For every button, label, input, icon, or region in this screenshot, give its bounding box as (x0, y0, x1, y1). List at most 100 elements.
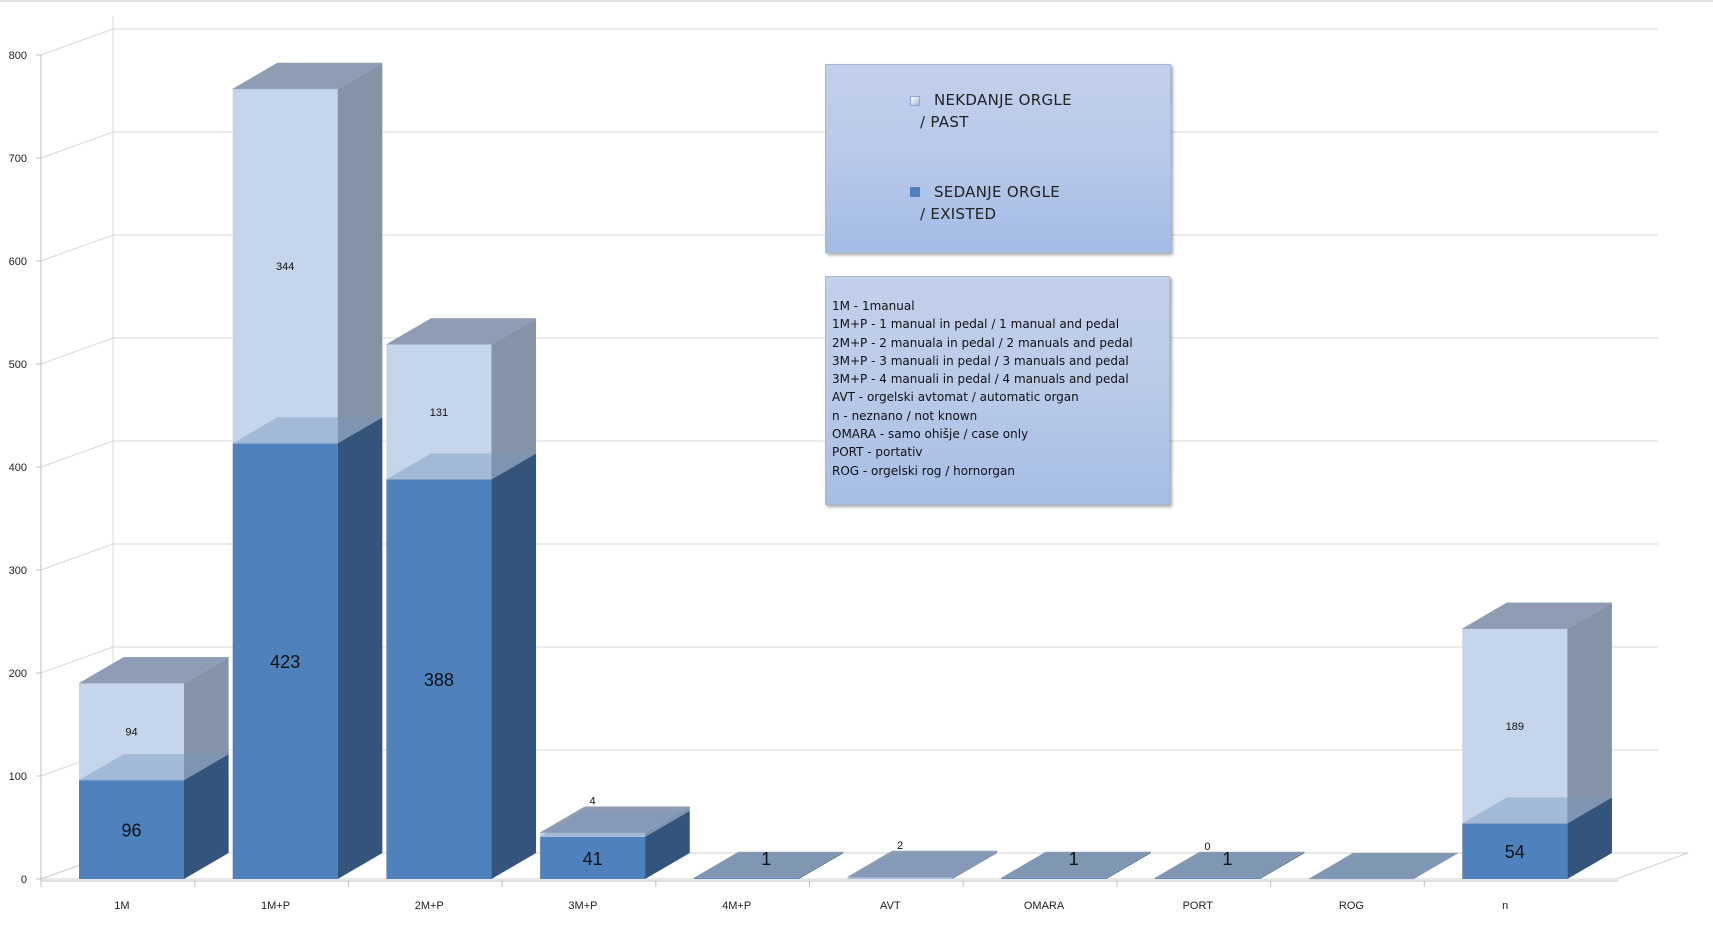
key-line: AVT - orgelski avtomat / automatic organ (832, 390, 1079, 405)
legend-entry-past: NEKDANJE ORGLE / PAST (906, 89, 1072, 133)
bar-past-top (539, 806, 691, 833)
x-tick-label: 2M+P (415, 900, 444, 912)
bar-past (231, 62, 384, 444)
bar-past-front (1462, 628, 1568, 824)
x-tick-label: PORT (1183, 900, 1214, 912)
data-label-existed: 54 (1505, 842, 1525, 862)
y-tick-label: 300 (9, 565, 27, 577)
legend-entry-existed: SEDANJE ORGLE / EXISTED (906, 181, 1060, 225)
bar-past-top (78, 657, 230, 684)
data-label-past: 0 (1204, 841, 1210, 853)
bar-segment-seam (79, 754, 229, 781)
bar-past (385, 318, 537, 480)
x-tick-label: OMARA (1024, 900, 1065, 912)
bar-existed-top (1153, 851, 1306, 879)
bar-existed-front (386, 479, 492, 879)
bar-existed-side (337, 417, 383, 879)
gridline (40, 646, 1658, 674)
bar-past-side (184, 657, 229, 781)
x-tick-label: n (1502, 900, 1508, 912)
bar-past-top (231, 62, 384, 90)
bar-past-side (952, 850, 998, 879)
data-label-existed: 1 (1069, 849, 1079, 869)
abbreviation-key: 1M - 1manual 1M+P - 1 manual in pedal / … (825, 276, 1170, 505)
data-label-past: 131 (430, 407, 448, 419)
legend-existed-line2: / EXISTED (920, 205, 997, 223)
data-label-past: 4 (590, 796, 596, 808)
key-line: OMARA - samo ohišje / case only (832, 427, 1029, 442)
bar-existed-front (693, 877, 799, 879)
y-tick-label: 800 (9, 50, 27, 62)
key-line: 3M+P - 4 manuali in pedal / 4 manuals an… (832, 372, 1129, 387)
data-label-past: 189 (1506, 721, 1524, 733)
data-label-past: 344 (276, 261, 294, 273)
data-label-past: 2 (897, 840, 903, 852)
bar-existed-front (1154, 877, 1260, 879)
legend: NEKDANJE ORGLE / PAST SEDANJE ORGLE / EX… (825, 64, 1171, 253)
bar-existed-front (79, 780, 184, 879)
legend-swatch-existed (910, 187, 920, 197)
y-tick-label: 500 (9, 359, 27, 371)
legend-past-line2: / PAST (920, 113, 969, 131)
axes: 0 100 200 300 400 500 600 700 800 1M 1M+P 2M+P 3M+P 4… (9, 50, 1618, 912)
bar-segment-seam (540, 810, 690, 837)
bar-segment-seam (1462, 797, 1612, 824)
bar-existed-side (491, 453, 537, 879)
bar-past (846, 850, 999, 879)
gridline (40, 28, 1658, 56)
y-tick-label: 100 (9, 771, 27, 783)
bar-existed-front (1462, 823, 1568, 879)
bar-past-side (1567, 602, 1612, 824)
bar-existed-front (1001, 877, 1107, 879)
x-tick-label: AVT (880, 900, 901, 912)
bar-existed-side (645, 810, 690, 879)
bar-existed (232, 417, 383, 879)
bar-existed (79, 754, 229, 879)
bar-past-front (540, 832, 646, 837)
bar-past-front (847, 876, 953, 879)
y-tick-label: 0 (21, 874, 27, 886)
bar-past-front (386, 344, 492, 480)
bar-existed (1462, 797, 1612, 879)
key-line: PORT - portativ (832, 445, 923, 460)
x-tick-label: 3M+P (568, 900, 597, 912)
data-label-existed: 1 (1222, 849, 1232, 869)
key-line: ROG - orgelski rog / hornorgan (832, 463, 1016, 478)
bar-existed (386, 453, 537, 879)
bar-past (539, 806, 691, 837)
bar-past-top (846, 850, 999, 878)
bar-existed (1000, 851, 1152, 879)
bar-past-side (491, 318, 537, 480)
y-tick-label: 600 (9, 256, 27, 268)
bar-segment-seam (847, 853, 998, 879)
bar-segment-seam (386, 453, 537, 480)
bar-existed (692, 851, 845, 879)
bar-segment-seam (232, 417, 383, 444)
bar-existed (540, 810, 690, 879)
data-label-existed: 423 (270, 652, 300, 672)
x-tick-label: ROG (1339, 900, 1364, 912)
x-tick-label: 1M+P (261, 900, 290, 912)
x-tick-label: 1M (114, 900, 129, 912)
data-label-existed: 96 (121, 821, 141, 841)
bar-past-top (1461, 602, 1613, 629)
data-label-existed: 388 (424, 670, 454, 690)
bar-existed-top (1000, 851, 1152, 879)
y-tick-label: 400 (9, 462, 27, 474)
bar-existed (1153, 851, 1306, 879)
legend-past-line1: NEKDANJE ORGLE (934, 91, 1072, 109)
bar-past (78, 657, 230, 781)
data-label-existed: 1 (761, 849, 771, 869)
bar-past-side (337, 62, 383, 444)
key-line: 2M+P - 2 manuala in pedal / 2 manuals an… (832, 335, 1133, 350)
key-line: 1M+P - 1 manual in pedal / 1 manual and … (832, 317, 1120, 332)
y-tick-label: 200 (9, 668, 27, 680)
bar-existed-top (1307, 852, 1460, 880)
key-line: 1M - 1manual (832, 299, 915, 313)
bar-past-front (232, 88, 338, 444)
bar-existed-top (692, 851, 845, 879)
bar-past (1461, 602, 1613, 824)
bar-existed-side (1567, 797, 1612, 879)
x-tick-label: 4M+P (722, 900, 751, 912)
